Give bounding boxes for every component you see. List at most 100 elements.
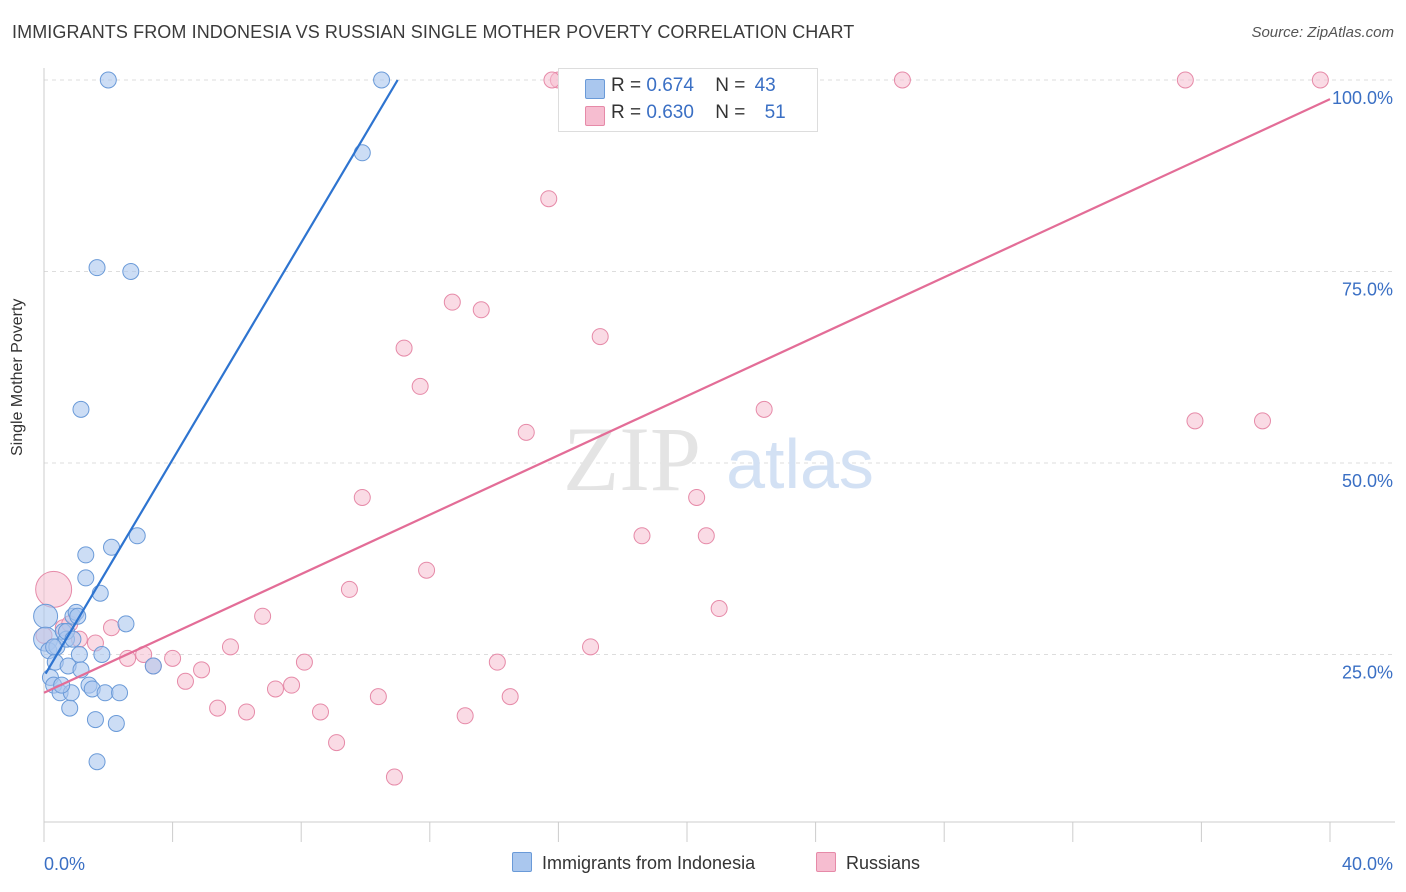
indonesia-point <box>99 71 117 89</box>
indonesia-point <box>107 714 125 732</box>
russians-point <box>1176 71 1194 89</box>
russians-point <box>295 653 313 671</box>
russians-point <box>443 293 461 311</box>
watermark-atlas: atlas <box>726 425 874 503</box>
trend-lines <box>43 79 1331 694</box>
russians-point <box>540 190 558 208</box>
r-value: 0.630 <box>646 102 694 123</box>
russians-point <box>501 688 519 706</box>
russians-point <box>755 400 773 418</box>
russians-point <box>688 488 706 506</box>
n-value: 51 <box>764 102 786 123</box>
legend-item-russians: Russians <box>816 852 920 874</box>
russians-point <box>283 676 301 694</box>
russians-point <box>710 600 728 618</box>
russians-point <box>472 301 490 319</box>
russians-point <box>209 699 227 717</box>
legend-swatch-pink <box>585 106 605 126</box>
indonesia-point <box>88 259 106 277</box>
indonesia-point <box>72 400 90 418</box>
source-label: Source: ZipAtlas.com <box>1251 24 1394 41</box>
x-tick-label: 0.0% <box>44 854 85 874</box>
correlation-legend: R = 0.674 N = 43 R = 0.630 N = 51 <box>558 68 818 132</box>
y-tick-label: 50.0% <box>1342 471 1393 491</box>
indonesia-point <box>373 71 391 89</box>
y-tick-label: 75.0% <box>1342 280 1393 300</box>
r-value: 0.674 <box>646 75 694 96</box>
chart-title: IMMIGRANTS FROM INDONESIA VS RUSSIAN SIN… <box>12 22 855 42</box>
indonesia-point <box>128 527 146 545</box>
indonesia-point <box>117 615 135 633</box>
russians-point <box>893 71 911 89</box>
russians-point <box>176 672 194 690</box>
legend-swatch-pink <box>816 852 836 872</box>
russians-point <box>1186 412 1204 430</box>
legend-label: Russians <box>846 853 921 873</box>
axes <box>43 68 1395 842</box>
indonesia-point <box>93 646 111 663</box>
russians-point <box>221 638 239 656</box>
legend-label: Immigrants from Indonesia <box>542 853 756 873</box>
russians-point <box>369 688 387 706</box>
russians-point <box>456 707 474 725</box>
indonesia-points <box>33 71 391 771</box>
russians-point <box>395 339 413 357</box>
n-value: 43 <box>754 75 776 96</box>
russians-point <box>1253 412 1271 430</box>
russians-point <box>193 661 211 679</box>
russians-point <box>328 734 346 752</box>
indonesia-point <box>144 657 162 675</box>
y-axis-label: Single Mother Poverty <box>9 298 26 456</box>
y-tick-label: 25.0% <box>1342 663 1393 683</box>
legend-item-indonesia: Immigrants from Indonesia <box>512 852 755 874</box>
russians-point <box>353 488 371 506</box>
indonesia-point <box>61 699 79 717</box>
indonesia-point <box>77 546 95 564</box>
indonesia-point <box>86 711 104 729</box>
russians-point <box>418 561 436 579</box>
russians-point <box>340 580 358 598</box>
russians-point <box>164 649 182 667</box>
indonesia-point <box>96 684 114 702</box>
indonesia-point <box>91 584 109 602</box>
y-tick-label: 100.0% <box>1332 88 1393 108</box>
russians-point <box>311 703 329 721</box>
grid <box>44 79 1395 655</box>
russians-trend-line <box>43 98 1331 694</box>
russians-point <box>488 653 506 671</box>
indonesia-point <box>64 630 82 648</box>
russians-point <box>697 527 715 545</box>
russians-point <box>35 570 73 608</box>
legend-swatch-blue <box>585 79 605 99</box>
russians-point <box>385 768 403 786</box>
indonesia-point <box>122 263 140 280</box>
russians-point <box>591 328 609 346</box>
russians-point <box>411 377 429 395</box>
legend-row-russians: R = 0.630 N = 51 <box>585 102 786 128</box>
x-tick-label: 40.0% <box>1342 854 1393 874</box>
indonesia-point <box>88 753 106 771</box>
n-label: N = <box>715 102 746 123</box>
russians-point <box>254 607 272 625</box>
indonesia-point <box>33 603 59 629</box>
r-label: R = <box>611 75 642 96</box>
indonesia-trend-line <box>44 79 399 675</box>
russians-point <box>266 680 284 698</box>
watermark-zip: ZIP <box>563 408 701 510</box>
legend-swatch-blue <box>512 852 532 872</box>
russians-point <box>238 703 256 721</box>
indonesia-point <box>77 569 95 587</box>
russians-point <box>633 527 651 545</box>
r-label: R = <box>611 102 642 123</box>
indonesia-point <box>111 684 129 702</box>
russians-point <box>517 423 535 441</box>
legend-row-indonesia: R = 0.674 N = 43 <box>585 75 776 101</box>
russians-point <box>103 619 121 637</box>
watermark: ZIP atlas <box>563 408 874 510</box>
n-label: N = <box>715 75 746 96</box>
russians-point <box>582 638 600 656</box>
indonesia-point <box>70 646 88 663</box>
tick-labels: 25.0% 50.0% 75.0% 100.0% 0.0% 40.0% <box>44 88 1393 874</box>
russians-point <box>1311 71 1329 89</box>
